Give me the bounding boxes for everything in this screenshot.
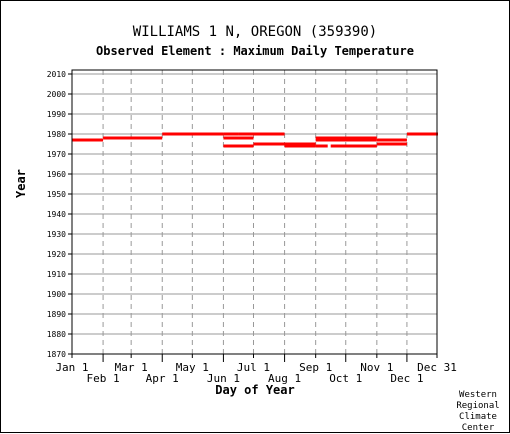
data-segment <box>223 132 239 136</box>
y-tick-label: 1900 <box>47 290 66 299</box>
y-tick-label: 1880 <box>47 330 66 339</box>
data-segment <box>315 138 377 142</box>
x-tick-label: Jul 1 <box>237 361 270 374</box>
grid <box>72 70 437 355</box>
data-segment <box>223 136 254 140</box>
credit-line: Center <box>461 423 495 433</box>
data-segment <box>223 144 254 148</box>
y-tick-label: 1890 <box>47 310 66 319</box>
y-tick-label: 2010 <box>47 70 66 79</box>
y-tick-label: 1970 <box>47 150 66 159</box>
y-tick-label: 2000 <box>47 90 66 99</box>
y-tick-label: 1920 <box>47 250 66 259</box>
y-tick-label: 1960 <box>47 170 66 179</box>
segments <box>72 132 439 148</box>
x-axis-label: Day of Year <box>215 383 295 397</box>
chart-title: WILLIAMS 1 N, OREGON (359390) <box>132 24 378 40</box>
data-segment <box>406 132 439 136</box>
x-tick-label: Sep 1 <box>299 361 332 374</box>
x-tick-label: Jun 1 <box>207 372 240 385</box>
x-tick-label: Feb 1 <box>87 372 120 385</box>
ticks: 1870 1880 1890 1900 1910 1920 1930 1940 1950 1960… <box>47 70 457 385</box>
y-tick-label: 1870 <box>47 350 66 359</box>
x-tick-label: May 1 <box>176 361 209 374</box>
data-segment <box>315 136 377 140</box>
y-tick-label: 1940 <box>47 210 66 219</box>
x-tick-label: Nov 1 <box>360 361 393 374</box>
data-segment <box>315 144 328 148</box>
data-segment <box>284 144 316 148</box>
x-tick-label: Mar 1 <box>115 361 148 374</box>
x-tick-label: Jan 1 <box>55 361 88 374</box>
data-segment <box>72 138 104 142</box>
credit-line: Regional <box>456 401 500 411</box>
plot-border <box>71 69 438 355</box>
x-tick-label: Apr 1 <box>146 372 179 385</box>
data-segment <box>238 132 285 136</box>
y-tick-label: 1930 <box>47 230 66 239</box>
data-segment <box>330 144 377 148</box>
credit-line: Western <box>459 390 497 400</box>
y-tick-label: 1980 <box>47 130 66 139</box>
x-tick-label: Aug 1 <box>268 372 301 385</box>
data-segment <box>162 132 224 136</box>
x-tick-label: Dec 1 <box>390 372 423 385</box>
x-tick-label: Oct 1 <box>329 372 362 385</box>
chart-subtitle: Observed Element : Maximum Daily Tempera… <box>96 44 414 58</box>
data-segment <box>253 142 316 146</box>
data-segment <box>103 136 163 140</box>
y-tick-label: 1990 <box>47 110 66 119</box>
y-axis-label: Year <box>14 169 28 198</box>
data-segment <box>376 138 407 142</box>
credit-line: Climate <box>459 412 497 422</box>
y-tick-label: 1910 <box>47 270 66 279</box>
data-segment <box>376 142 407 146</box>
credit-text: Western Regional Climate Center <box>450 390 506 434</box>
x-tick-label: Dec 31 <box>417 361 457 374</box>
y-tick-label: 1950 <box>47 190 66 199</box>
